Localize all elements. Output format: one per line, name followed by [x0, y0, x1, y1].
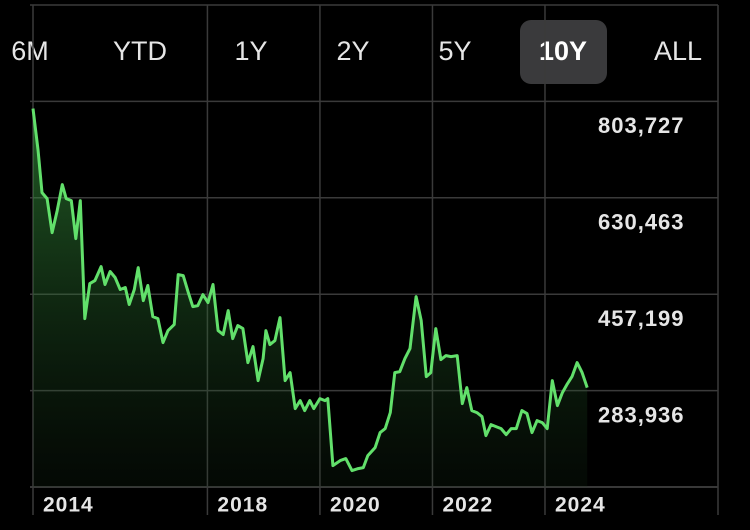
range-tabs: 6M YTD 1Y 2Y 5Y 10Y ALL	[11, 20, 702, 84]
y-tick-label: 457,199	[598, 306, 685, 331]
range-tab[interactable]: YTD	[113, 36, 167, 66]
x-tick-label: 2024	[555, 494, 606, 517]
range-tab[interactable]: 10Y	[539, 36, 587, 66]
y-tick-label: 630,463	[598, 210, 685, 235]
range-tab[interactable]: ALL	[654, 36, 702, 66]
selected-tab-bg	[520, 20, 607, 84]
x-tick-label: 2022	[442, 494, 493, 517]
range-tab[interactable]: 6M	[11, 36, 49, 66]
range-tab[interactable]: 5Y	[438, 36, 471, 66]
price-area	[33, 108, 588, 487]
range-tab[interactable]: 1Y	[234, 36, 267, 66]
plot: 283,936 457,199 630,463 803,727 2014 2018 2020…	[30, 4, 719, 517]
x-tick-label: 2020	[330, 494, 381, 517]
price-line	[31, 108, 589, 473]
x-tick-label: 2014	[43, 494, 94, 517]
y-tick-label: 283,936	[598, 402, 685, 427]
y-tick-label: 803,727	[598, 113, 685, 138]
range-tab[interactable]: 2Y	[336, 36, 369, 66]
x-tick-label: 2018	[217, 494, 268, 517]
